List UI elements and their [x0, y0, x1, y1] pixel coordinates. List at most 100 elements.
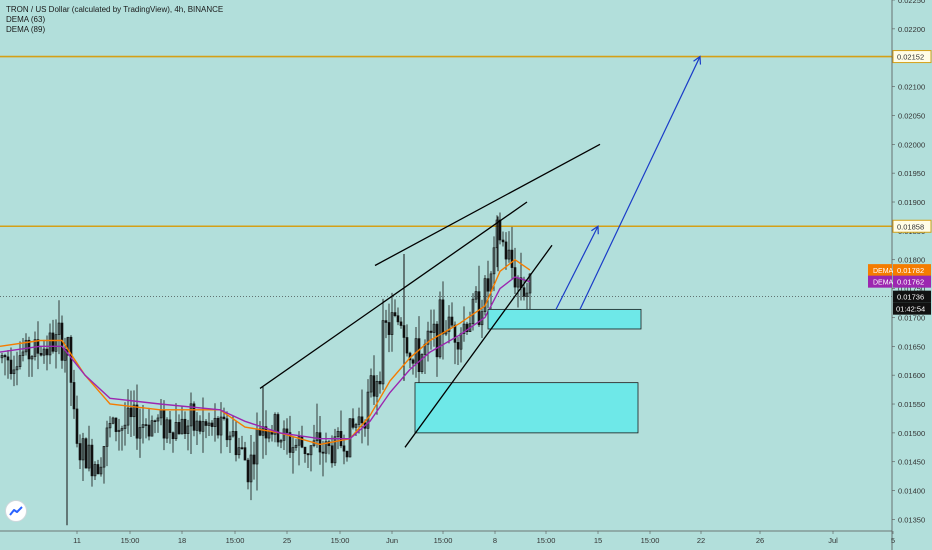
candle-body [432, 323, 436, 333]
candle-body [168, 419, 172, 433]
candle-body [417, 338, 421, 373]
candle-body [165, 419, 169, 439]
candle-body [174, 422, 178, 440]
countdown-tag [893, 302, 931, 315]
projection-arrows[interactable] [555, 55, 702, 310]
countdown-label: 01:42:54 [896, 305, 925, 314]
price-axis[interactable]: 0.01350 0.01400 0.01450 0.01500 0.01550 0.016… [868, 0, 932, 550]
candle-body [324, 441, 328, 454]
candle-body [252, 454, 256, 465]
candle-body [42, 348, 46, 356]
candle-body [117, 429, 121, 432]
symbol-title[interactable]: TRON / US Dollar (calculated by TradingV… [6, 5, 224, 14]
candle-body [90, 444, 94, 477]
horizontal-levels [0, 55, 892, 298]
candle-body [231, 431, 235, 437]
price-tag-0 [893, 264, 931, 277]
candle-body [177, 422, 181, 435]
arrow-line-0[interactable] [555, 225, 599, 310]
candle-body [54, 334, 58, 352]
price-tag-label: 0.01762 [897, 278, 924, 287]
candle-body [78, 443, 82, 461]
candle-body [132, 404, 136, 418]
candle-body [219, 416, 223, 436]
candle-body [0, 355, 4, 359]
time-axis[interactable]: 11 15:00 18 15:00 25 15:00 Jun 15:00 8 15:00 15 15:… [0, 530, 895, 545]
candle-body [180, 418, 184, 435]
candle-body [300, 436, 304, 448]
candle-body [522, 287, 526, 297]
demand-zone-0[interactable] [487, 308, 642, 330]
y-tick-label: 0.02050 [898, 111, 925, 120]
x-tick-label: 15:00 [331, 536, 350, 545]
x-tick-label: 15 [594, 536, 602, 545]
candle-body [72, 382, 76, 410]
y-tick-label: 0.01950 [898, 169, 925, 178]
trendline-2[interactable] [404, 244, 553, 448]
candle-body [291, 447, 295, 453]
y-tick-label: 0.01550 [898, 400, 925, 409]
trendline-1[interactable] [374, 143, 601, 267]
candle-body [333, 436, 337, 464]
trendline-0[interactable] [259, 201, 528, 389]
candle-body [18, 355, 22, 367]
candle-body [243, 447, 247, 461]
candle-body [237, 447, 241, 456]
candle-body [525, 292, 529, 297]
demand-zones[interactable] [414, 308, 642, 434]
candle-body [405, 337, 409, 354]
candle-body [114, 417, 118, 432]
indicator-dema-89[interactable]: DEMA (89) [6, 25, 46, 34]
candle-body [393, 312, 397, 316]
y-tick-label: 0.01600 [898, 371, 925, 380]
y-tick-label: 0.01350 [898, 515, 925, 524]
candle-body [429, 330, 433, 333]
y-tick-label: 0.01400 [898, 487, 925, 496]
candle-body [126, 407, 130, 426]
candle-body [201, 421, 205, 432]
candle-body [297, 436, 301, 446]
candle-body [276, 414, 280, 443]
candle-body [48, 332, 52, 356]
arrow-line-1[interactable] [579, 56, 701, 310]
candle-body [186, 425, 190, 434]
indicator-tag-name-bg [868, 264, 892, 277]
candle-body [462, 323, 466, 334]
candle-body [465, 323, 469, 333]
y-tick-label: 0.02200 [898, 25, 925, 34]
x-tick-label: 25 [283, 536, 291, 545]
demand-zone-1[interactable] [414, 382, 639, 434]
y-tick-label: 0.02250 [898, 0, 925, 5]
candle-body [228, 435, 232, 441]
y-tick-label: 0.01500 [898, 429, 925, 438]
candle-body [195, 420, 199, 431]
candle-body [507, 249, 511, 260]
candle-body [369, 375, 373, 393]
candle-body [501, 239, 505, 243]
candle-body [456, 342, 460, 350]
candle-body [294, 444, 298, 448]
trendlines[interactable] [259, 143, 601, 448]
candle-body [12, 369, 16, 375]
price-tag-1 [893, 275, 931, 288]
candle-body [108, 422, 112, 429]
level-price-label: 0.01858 [897, 222, 924, 231]
indicator-dema-63[interactable]: DEMA (63) [6, 15, 46, 24]
candle-body [504, 241, 508, 260]
candle-body [309, 445, 313, 456]
tradingview-logo-icon[interactable] [5, 500, 27, 522]
candle-body [285, 428, 289, 433]
candle-body [357, 416, 361, 425]
candle-body [351, 418, 355, 428]
x-tick-label: 15:00 [537, 536, 556, 545]
candle-body [87, 444, 91, 469]
candle-body [345, 450, 349, 458]
candle-body [492, 247, 496, 275]
candle-body [384, 320, 388, 323]
candle-body [15, 366, 19, 371]
candle-body [234, 431, 238, 456]
candle-body [21, 351, 25, 356]
candle-body [306, 453, 310, 456]
